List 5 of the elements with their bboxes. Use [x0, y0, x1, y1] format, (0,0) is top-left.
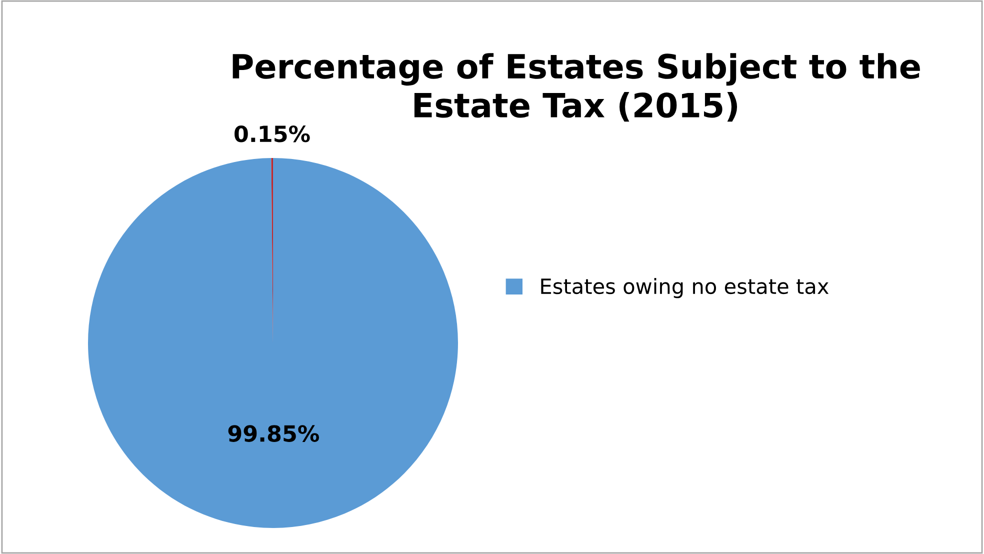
data-label: 99.85%: [228, 425, 320, 442]
chart-title: Percentage of Estates Subject to the Estate Tax (2015): [232, 53, 920, 122]
data-label: 0.15%: [234, 125, 310, 142]
pie-slice: [88, 158, 458, 528]
legend-label: Estates owing no estate tax: [541, 278, 829, 298]
